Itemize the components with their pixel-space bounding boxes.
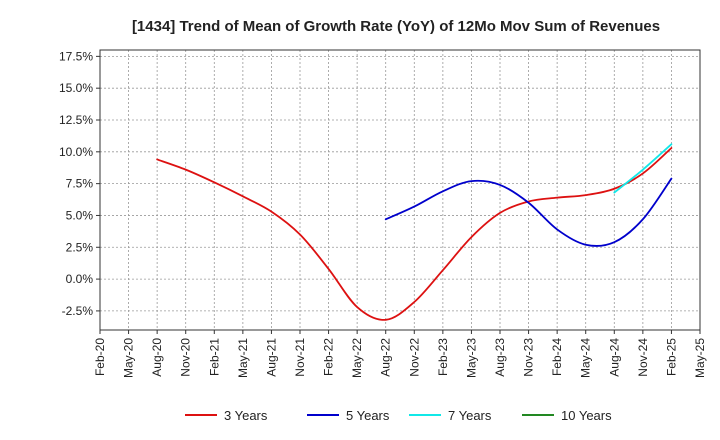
- y-tick-label: 0.0%: [66, 272, 94, 286]
- legend-label-5-years: 5 Years: [346, 408, 390, 423]
- x-tick-label: Feb-25: [664, 338, 678, 376]
- legend: 3 Years 5 Years 7 Years 10 Years: [185, 408, 612, 423]
- chart-title: [1434] Trend of Mean of Growth Rate (YoY…: [132, 18, 660, 35]
- y-tick-label: 12.5%: [59, 113, 93, 127]
- x-axis: Feb-20 May-20 Aug-20 Nov-20 Feb-21 May-21 Aug-…: [93, 330, 707, 378]
- x-tick-label: May-20: [122, 338, 136, 378]
- x-tick-label: Aug-22: [379, 338, 393, 377]
- x-tick-label: Nov-21: [293, 338, 307, 377]
- x-tick-label: May-24: [579, 338, 593, 378]
- y-axis: 17.5% 15.0% 12.5% 10.0% 7.5% 5.0% 2.5% 0.0% -2.5…: [59, 49, 100, 318]
- x-tick-label: Feb-22: [322, 338, 336, 376]
- y-tick-label: 10.0%: [59, 145, 93, 159]
- x-tick-label: Feb-24: [550, 338, 564, 376]
- legend-label-10-years: 10 Years: [561, 408, 612, 423]
- x-tick-label: May-23: [464, 338, 478, 378]
- legend-label-3-years: 3 Years: [224, 408, 268, 423]
- series-line-7-years: [613, 143, 673, 194]
- y-tick-label: 5.0%: [66, 208, 94, 222]
- y-tick-label: 7.5%: [66, 177, 94, 191]
- x-tick-label: Aug-21: [264, 338, 278, 377]
- x-tick-label: Feb-21: [207, 338, 221, 376]
- y-tick-label: 17.5%: [59, 49, 93, 63]
- series-layer: [156, 143, 673, 321]
- legend-label-7-years: 7 Years: [448, 408, 492, 423]
- x-tick-label: Feb-23: [436, 338, 450, 376]
- x-tick-label: Nov-22: [407, 338, 421, 377]
- series-line-5-years: [384, 177, 673, 247]
- x-tick-label: May-22: [350, 338, 364, 378]
- x-tick-label: May-25: [693, 338, 707, 378]
- y-tick-label: 15.0%: [59, 81, 93, 95]
- x-tick-label: Aug-24: [607, 338, 621, 377]
- y-tick-label: 2.5%: [66, 240, 94, 254]
- y-tick-label: -2.5%: [62, 304, 94, 318]
- x-tick-label: May-21: [236, 338, 250, 378]
- x-tick-label: Aug-23: [493, 338, 507, 377]
- plot-frame: [99, 49, 701, 331]
- x-tick-label: Nov-20: [179, 338, 193, 377]
- x-tick-label: Aug-20: [150, 338, 164, 377]
- series-line-3-years: [156, 147, 673, 321]
- grid: [100, 50, 700, 330]
- x-tick-label: Feb-20: [93, 338, 107, 376]
- x-tick-label: Nov-23: [522, 338, 536, 377]
- x-tick-label: Nov-24: [636, 338, 650, 377]
